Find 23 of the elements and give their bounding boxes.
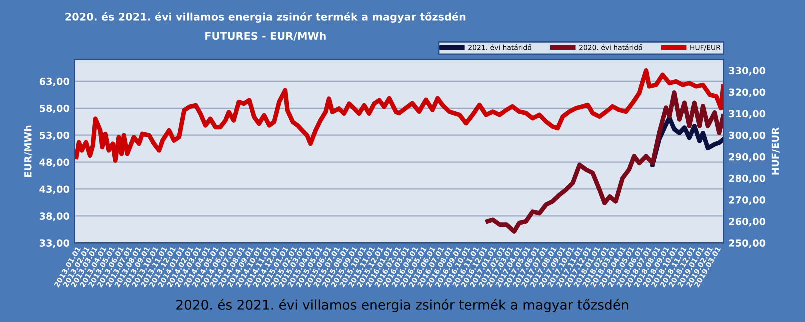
y2-tick-label: 310,00 <box>729 110 766 119</box>
y-tick-label: 38,00 <box>40 212 70 222</box>
y2-tick-label: 330,00 <box>729 67 766 76</box>
text: 2020. és 2021. évi villamos energia zsinór termék a magyar tőzsdén <box>176 299 628 313</box>
y-tick-label: 48,00 <box>40 158 70 168</box>
y2-tick-label: 270,00 <box>729 196 766 206</box>
y2-tick-label: 280,00 <box>729 174 766 184</box>
y-tick-label: 58,00 <box>40 104 70 114</box>
y-tick-label: 63,00 <box>40 78 70 87</box>
y-axis-title: EUR/MWh <box>24 126 33 178</box>
y-tick-label: 53,00 <box>40 132 70 140</box>
chart-title: 2020. és 2021. évi villamos energia zsinór termék a magyar tőzsdén <box>66 12 466 23</box>
y-tick-label: 33,00 <box>40 240 70 248</box>
y2-tick-label: 250,00 <box>729 240 766 248</box>
line-series <box>74 68 724 163</box>
y2-tick-label: 300,00 <box>729 132 766 140</box>
y2-tick-label: 320,00 <box>729 88 766 98</box>
y-tick-label: 43,00 <box>40 186 70 194</box>
y2-axis-title: HUF/EUR <box>772 128 780 175</box>
line-series <box>486 90 724 234</box>
y2-tick-label: 260,00 <box>729 218 766 227</box>
chart-subtitle: FUTURES - EUR/MWh <box>206 32 326 41</box>
y2-tick-label: 290,00 <box>729 153 766 162</box>
